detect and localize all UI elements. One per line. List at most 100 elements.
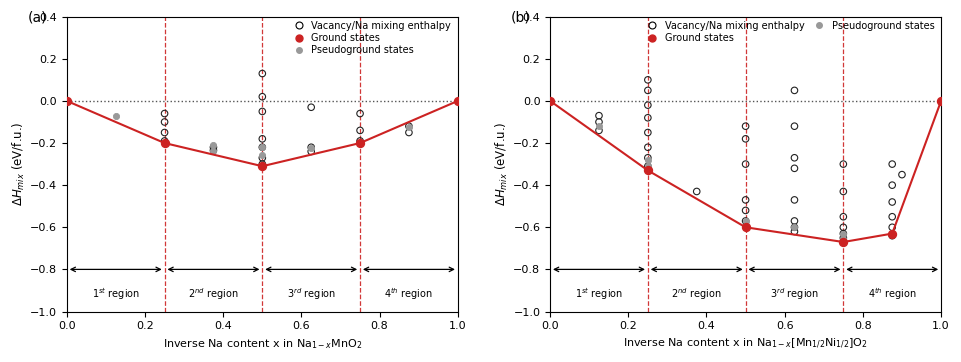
- Legend: Vacancy/Na mixing enthalpy, Ground states, Pseudoground states: Vacancy/Na mixing enthalpy, Ground state…: [640, 18, 936, 45]
- Point: [836, 224, 851, 230]
- Point: [255, 161, 270, 167]
- Point: [591, 119, 606, 125]
- Point: [787, 228, 802, 234]
- Point: [884, 231, 899, 236]
- Text: 4$^{th}$ region: 4$^{th}$ region: [868, 286, 917, 302]
- Point: [738, 123, 753, 129]
- Point: [255, 152, 270, 157]
- Point: [542, 98, 557, 104]
- Point: [738, 136, 753, 142]
- Point: [640, 163, 655, 169]
- Point: [255, 94, 270, 100]
- Point: [787, 123, 802, 129]
- Point: [157, 119, 172, 125]
- Point: [450, 98, 465, 104]
- Point: [738, 161, 753, 167]
- Point: [255, 163, 270, 169]
- Point: [738, 197, 753, 203]
- Y-axis label: $\Delta H_{mix}$ (eV/f.u.): $\Delta H_{mix}$ (eV/f.u.): [494, 122, 510, 206]
- Point: [402, 130, 417, 135]
- Point: [640, 88, 655, 93]
- X-axis label: Inverse Na content x in Na$_{1-x}$[Mn$_{1/2}$Ni$_{1/2}$]O$_2$: Inverse Na content x in Na$_{1-x}$[Mn$_{…: [623, 337, 868, 351]
- Point: [157, 130, 172, 135]
- Point: [884, 199, 899, 205]
- Point: [836, 231, 851, 236]
- Point: [884, 161, 899, 167]
- Text: 2$^{nd}$ region: 2$^{nd}$ region: [188, 286, 238, 302]
- Text: 2$^{nd}$ region: 2$^{nd}$ region: [672, 286, 722, 302]
- Point: [591, 123, 606, 129]
- Point: [206, 142, 221, 148]
- Point: [933, 98, 949, 104]
- Point: [353, 138, 368, 144]
- Point: [591, 127, 606, 133]
- Point: [255, 155, 270, 161]
- Point: [738, 207, 753, 213]
- Point: [255, 144, 270, 150]
- Point: [304, 148, 319, 154]
- Text: (a): (a): [28, 11, 47, 25]
- Point: [157, 111, 172, 117]
- Point: [787, 165, 802, 171]
- Point: [787, 155, 802, 161]
- Text: 1$^{st}$ region: 1$^{st}$ region: [91, 286, 139, 302]
- Point: [353, 140, 368, 146]
- Point: [591, 113, 606, 119]
- Point: [787, 88, 802, 93]
- Point: [206, 144, 221, 150]
- Point: [640, 168, 655, 173]
- Point: [640, 155, 655, 161]
- Point: [884, 233, 899, 239]
- Point: [836, 236, 851, 242]
- Point: [884, 214, 899, 220]
- Point: [640, 115, 655, 121]
- Point: [738, 224, 753, 230]
- Point: [836, 239, 851, 245]
- Point: [787, 218, 802, 224]
- Text: 1$^{st}$ region: 1$^{st}$ region: [575, 286, 623, 302]
- Point: [640, 144, 655, 150]
- Point: [304, 144, 319, 150]
- X-axis label: Inverse Na content x in Na$_{1-x}$MnO$_2$: Inverse Na content x in Na$_{1-x}$MnO$_2…: [162, 337, 362, 350]
- Point: [60, 98, 75, 104]
- Point: [255, 144, 270, 150]
- Point: [157, 138, 172, 144]
- Legend: Vacancy/Na mixing enthalpy, Ground states, Pseudoground states: Vacancy/Na mixing enthalpy, Ground state…: [287, 18, 453, 57]
- Point: [884, 224, 899, 230]
- Point: [255, 109, 270, 114]
- Point: [255, 71, 270, 76]
- Point: [640, 102, 655, 108]
- Point: [640, 77, 655, 83]
- Point: [836, 189, 851, 194]
- Point: [640, 130, 655, 135]
- Point: [836, 214, 851, 220]
- Text: 3$^{rd}$ region: 3$^{rd}$ region: [770, 286, 819, 302]
- Point: [304, 104, 319, 110]
- Point: [255, 136, 270, 142]
- Point: [402, 125, 417, 130]
- Point: [402, 123, 417, 129]
- Point: [836, 161, 851, 167]
- Point: [787, 224, 802, 230]
- Y-axis label: $\Delta H_{mix}$ (eV/f.u.): $\Delta H_{mix}$ (eV/f.u.): [12, 122, 27, 206]
- Point: [206, 147, 221, 153]
- Point: [836, 235, 851, 241]
- Text: 4$^{th}$ region: 4$^{th}$ region: [384, 286, 433, 302]
- Point: [836, 231, 851, 236]
- Point: [884, 182, 899, 188]
- Point: [787, 224, 802, 230]
- Point: [206, 148, 221, 154]
- Point: [895, 172, 910, 177]
- Point: [353, 111, 368, 117]
- Text: 3$^{rd}$ region: 3$^{rd}$ region: [286, 286, 335, 302]
- Point: [108, 113, 123, 119]
- Point: [157, 140, 172, 146]
- Text: (b): (b): [511, 11, 530, 25]
- Point: [689, 189, 704, 194]
- Point: [738, 218, 753, 224]
- Point: [304, 146, 319, 151]
- Point: [353, 127, 368, 133]
- Point: [640, 163, 655, 169]
- Point: [640, 157, 655, 163]
- Point: [787, 197, 802, 203]
